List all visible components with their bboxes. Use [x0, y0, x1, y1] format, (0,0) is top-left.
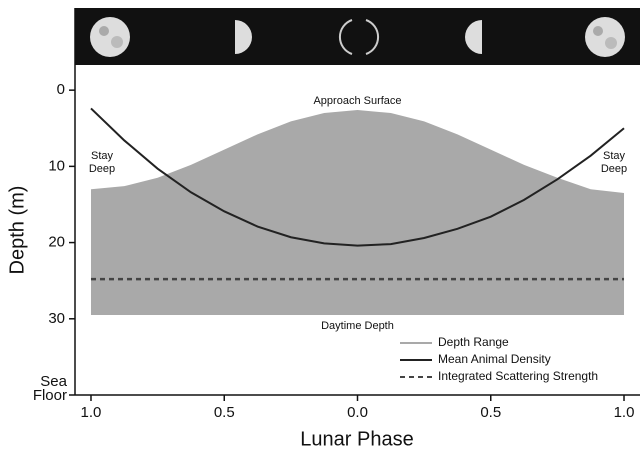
depth-range-area — [90, 109, 625, 315]
moon-crater — [593, 26, 603, 36]
moon-crater — [605, 37, 617, 49]
legend: Depth Range Mean Animal Density Integrated… — [400, 335, 598, 383]
legend-label: Mean Animal Density — [438, 352, 551, 366]
legend-label: Depth Range — [438, 335, 509, 349]
half-moon — [465, 20, 482, 54]
annotation: Daytime Depth — [321, 320, 394, 332]
moon-crater — [111, 36, 123, 48]
y-tick-label: 30 — [48, 310, 65, 327]
x-tick-label: 1.0 — [81, 404, 102, 421]
annotation: Stay Deep — [600, 150, 628, 175]
moon-crater — [99, 26, 109, 36]
new-moon — [365, 19, 380, 55]
full-moon — [585, 17, 625, 57]
half-moon — [235, 20, 252, 54]
x-tick-label: 0.5 — [480, 404, 501, 421]
legend-label: Integrated Scattering Strength — [438, 369, 598, 383]
y-tick-label: Sea Floor — [32, 373, 67, 404]
x-tick-label: 0.5 — [214, 404, 235, 421]
y-tick-label: 20 — [48, 234, 65, 251]
y-tick-label: 10 — [48, 157, 65, 174]
full-moon — [90, 17, 130, 57]
x-tick-label: 0.0 — [347, 404, 368, 421]
annotation: Stay Deep — [88, 150, 116, 175]
x-axis-label: Lunar Phase — [300, 428, 413, 450]
y-tick-label: 0 — [57, 81, 65, 98]
moon-band — [75, 8, 640, 65]
density-line — [90, 107, 625, 247]
new-moon — [338, 19, 353, 55]
annotation: Approach Surface — [313, 95, 401, 107]
y-axis-label: Depth (m) — [6, 186, 28, 275]
x-tick-label: 1.0 — [614, 404, 635, 421]
moon-band-bg — [75, 8, 640, 65]
